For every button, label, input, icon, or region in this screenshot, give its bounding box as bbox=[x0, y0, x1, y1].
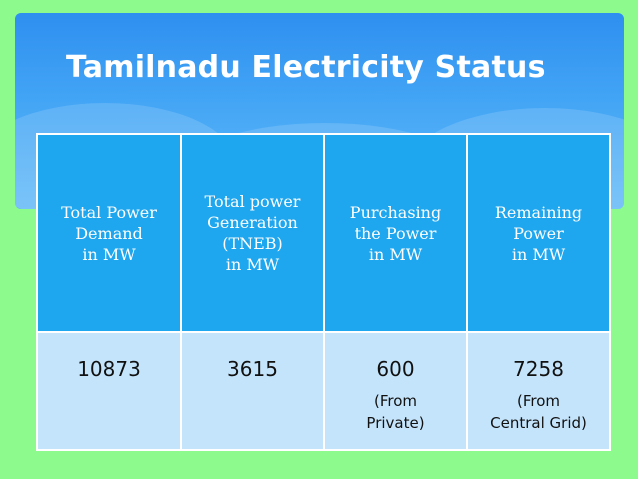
note-purchasing-power: (From Private) bbox=[366, 392, 425, 432]
value-total-power-generation: 3615 bbox=[227, 357, 278, 381]
header-remaining-power: Remaining Power in MW bbox=[466, 133, 611, 333]
header-total-power-demand: Total Power Demand in MW bbox=[36, 133, 182, 333]
electricity-status-table: Total Power Demand in MW Total power Gen… bbox=[36, 133, 611, 451]
header-total-power-generation: Total power Generation (TNEB) in MW bbox=[180, 133, 325, 333]
header-purchasing-power: Purchasing the Power in MW bbox=[323, 133, 468, 333]
slide-title: Tamilnadu Electricity Status bbox=[66, 50, 546, 85]
value-total-power-demand: 10873 bbox=[77, 357, 141, 381]
value-remaining-power: 7258 bbox=[513, 357, 564, 381]
note-remaining-power: (From Central Grid) bbox=[490, 392, 587, 432]
value-purchasing-power: 600 bbox=[376, 357, 415, 381]
cell-total-power-generation: 3615 bbox=[180, 331, 325, 451]
table-header-row: Total Power Demand in MW Total power Gen… bbox=[36, 133, 611, 333]
cell-total-power-demand: 10873 bbox=[36, 331, 182, 451]
cell-remaining-power: 7258 (From Central Grid) bbox=[466, 331, 611, 451]
cell-purchasing-power: 600 (From Private) bbox=[323, 331, 468, 451]
table-row: 10873 3615 600 (From Private) 7258 (From… bbox=[36, 331, 611, 451]
